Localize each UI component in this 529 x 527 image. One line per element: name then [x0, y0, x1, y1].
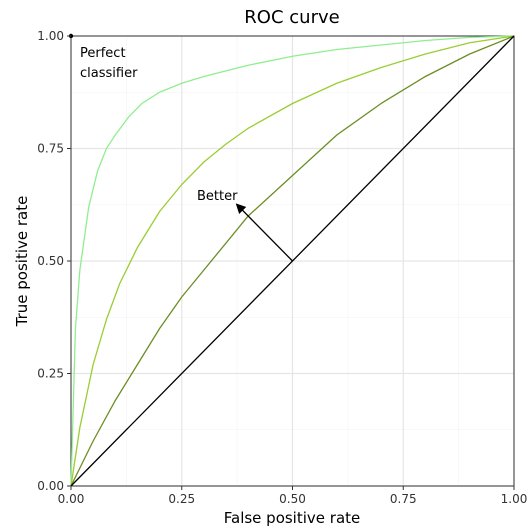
annotation-perfect-line-1: Perfect	[80, 46, 126, 61]
y-tick-label-2: 0.50	[37, 254, 64, 268]
x-tick-label-4: 1.00	[501, 492, 528, 506]
y-axis-title: True positive rate	[13, 196, 31, 328]
y-tick-label-0: 0.00	[37, 479, 64, 493]
plot-area: Perfect classifier Better 0.00 0.25 0.50 0.75 1…	[37, 29, 527, 506]
x-tick-label-1: 0.25	[168, 492, 195, 506]
x-tick-label-3: 0.75	[390, 492, 417, 506]
better-arrow	[235, 203, 293, 262]
y-tick-label-1: 0.25	[37, 367, 64, 381]
series-line-0	[70, 35, 515, 487]
annotation-perfect-line-2: classifier	[80, 66, 138, 81]
y-tick-label-3: 0.75	[37, 142, 64, 156]
y-tick-label-4: 1.00	[37, 29, 64, 43]
x-tick-label-0: 0.00	[58, 492, 85, 506]
series-line-1	[70, 35, 515, 487]
x-axis-title: False positive rate	[224, 509, 361, 527]
annotation-better: Better	[197, 189, 238, 204]
chart-title: ROC curve	[244, 7, 339, 28]
x-tick-label-2: 0.50	[279, 492, 306, 506]
series-line-2	[70, 35, 515, 487]
